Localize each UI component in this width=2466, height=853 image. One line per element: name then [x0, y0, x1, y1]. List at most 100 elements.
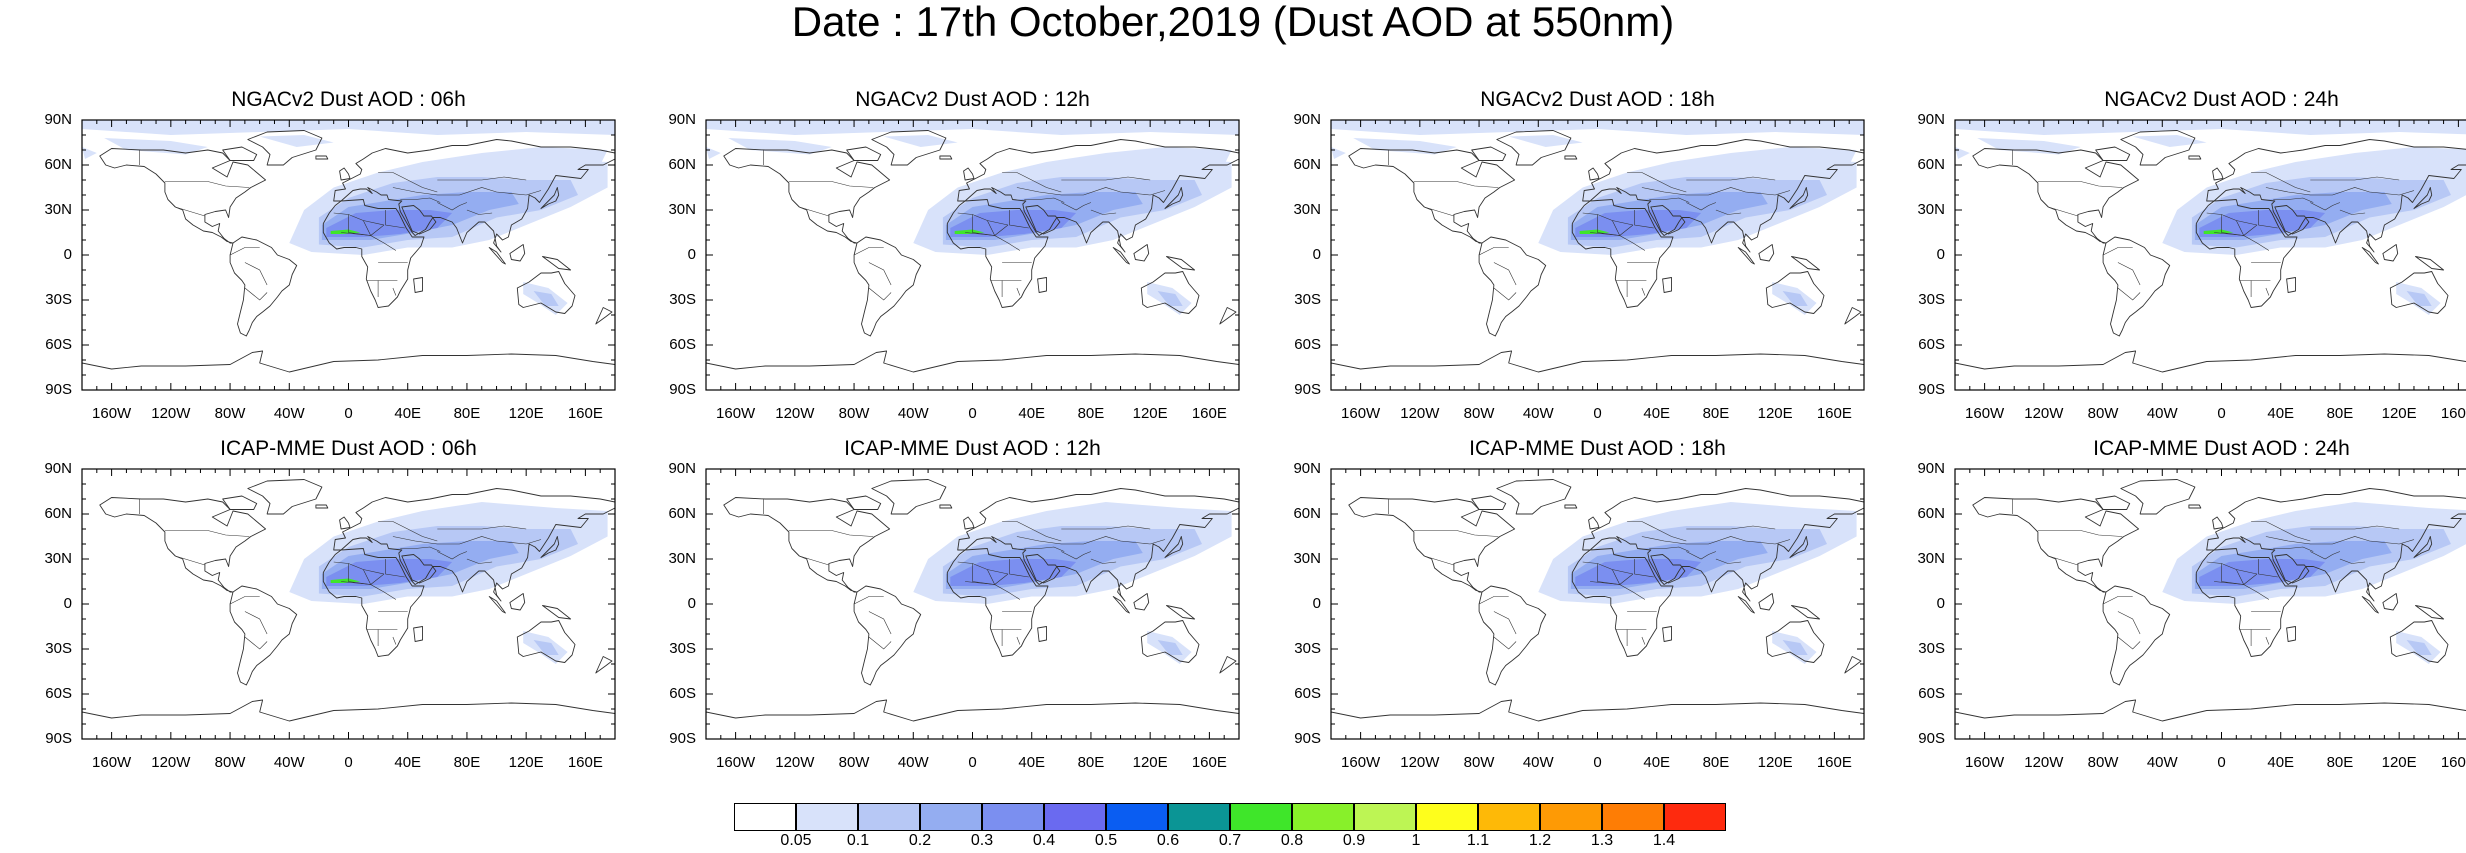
lat-tick-label: 90N [668, 111, 696, 128]
lat-tick-label: 30N [668, 201, 696, 218]
country-border [957, 212, 1009, 226]
country-border [1627, 521, 1687, 542]
lon-tick-label: 40E [1643, 405, 1671, 422]
coastline-baffin [222, 495, 258, 510]
country-border [1009, 210, 1029, 229]
lon-tick-label: 80E [1702, 405, 1730, 422]
country-border [378, 172, 438, 193]
lon-tick-label: 80W [838, 754, 870, 771]
coastline-baffin [2095, 146, 2131, 161]
lat-tick-label: 30N [1293, 201, 1321, 218]
coastline-iceland [939, 504, 953, 509]
coastline-japan [540, 536, 560, 558]
colorbar-label: 0.2 [908, 832, 932, 849]
dust-aod-area [1782, 640, 1808, 655]
lon-tick-label: 80W [1463, 754, 1495, 771]
country-border [1478, 596, 1509, 605]
dust-aod-area [1157, 291, 1183, 306]
country-border [2117, 611, 2141, 635]
country-border [244, 611, 268, 635]
coastline-africa [1571, 548, 1674, 657]
coastline-samerica [853, 585, 922, 686]
coastline-australia [516, 620, 576, 663]
country-border [972, 214, 1009, 236]
coastline-sumatra [2361, 596, 2379, 614]
coastline-arabia [1025, 554, 1061, 584]
country-border [2273, 546, 2314, 552]
lat-tick-label: 90S [1294, 730, 1321, 747]
coastline-arabia [2274, 554, 2310, 584]
lat-tick-label: 30S [45, 640, 72, 657]
country-border [1061, 525, 1151, 530]
lat-tick-label: 60N [1293, 505, 1321, 522]
lat-tick-label: 30N [1917, 550, 1945, 567]
country-border [1627, 172, 1687, 193]
coastline-newzealand [1844, 656, 1862, 674]
coastline-newguinea [2415, 605, 2445, 620]
lat-tick-label: 60S [1918, 336, 1945, 353]
lon-tick-label: 120W [2024, 754, 2064, 771]
colorbar-label: 0.6 [1156, 832, 1180, 849]
coastline-newguinea [1791, 256, 1821, 271]
coastline-greenland [1496, 130, 1572, 166]
country-border [392, 636, 397, 645]
country-border [1083, 536, 1166, 545]
panel-title: ICAP-MME Dust AOD : 18h [1469, 437, 1726, 460]
lon-tick-label: 40W [2146, 754, 2178, 771]
dust-aod-area [533, 640, 559, 655]
coastline-africa [946, 199, 1049, 308]
country-border [392, 536, 460, 545]
coastline-africa [322, 548, 425, 657]
lon-tick-label: 120E [508, 754, 544, 771]
lon-tick-label: 160E [1191, 405, 1227, 422]
lon-tick-label: 0 [1593, 754, 1602, 771]
country-border [244, 262, 268, 286]
lat-tick-label: 90N [668, 460, 696, 477]
world-map [1330, 119, 1865, 391]
dust-aod-area [533, 291, 559, 306]
country-border [1002, 521, 1062, 542]
colorbar-swatch [1602, 803, 1664, 831]
coastline-baffin [222, 146, 258, 161]
country-border [378, 521, 438, 542]
lat-tick-label: 90N [44, 460, 72, 477]
coastline-samerica [2102, 585, 2171, 686]
coastline-baffin [1471, 495, 1507, 510]
lon-tick-label: 40W [2146, 405, 2178, 422]
coastline-antarctica [1331, 699, 1864, 722]
lon-tick-label: 160W [1341, 405, 1381, 422]
country-border [1493, 611, 1517, 635]
lon-tick-label: 80E [2326, 754, 2354, 771]
coastline-eurasia [2206, 488, 2466, 602]
country-border [459, 536, 542, 545]
country-border [1686, 551, 1717, 560]
coastline-greenland [1496, 479, 1572, 515]
lat-tick-label: 30N [44, 550, 72, 567]
lon-tick-label: 40E [2267, 754, 2295, 771]
colorbar-swatch [1478, 803, 1540, 831]
lon-tick-label: 160W [92, 754, 132, 771]
map-panel: NGACv2 Dust AOD : 12h 90N 60N 30N 0 30S 60S 90S… [662, 88, 1272, 428]
coastline-madagascar [413, 626, 423, 642]
country-border [853, 596, 884, 605]
coastline-greenland [871, 130, 947, 166]
colorbar-swatch [1292, 803, 1354, 831]
country-border [987, 220, 1021, 251]
lon-tick-label: 120W [151, 754, 191, 771]
country-border [348, 214, 385, 236]
country-border [1612, 220, 1646, 251]
lat-tick-label: 90S [45, 730, 72, 747]
country-border [459, 187, 542, 196]
lon-tick-label: 120W [775, 754, 815, 771]
coastline-samerica [229, 236, 298, 337]
lat-tick-label: 60N [668, 156, 696, 173]
panel-title: ICAP-MME Dust AOD : 24h [2093, 437, 2350, 460]
country-border [972, 563, 1009, 585]
country-border [965, 232, 995, 236]
lon-tick-label: 160E [1816, 405, 1852, 422]
coastline-madagascar [2286, 277, 2296, 293]
lon-tick-label: 80E [1077, 405, 1105, 422]
lon-tick-label: 0 [2217, 754, 2226, 771]
coastline-uk [2212, 167, 2224, 181]
lon-tick-label: 120W [151, 405, 191, 422]
